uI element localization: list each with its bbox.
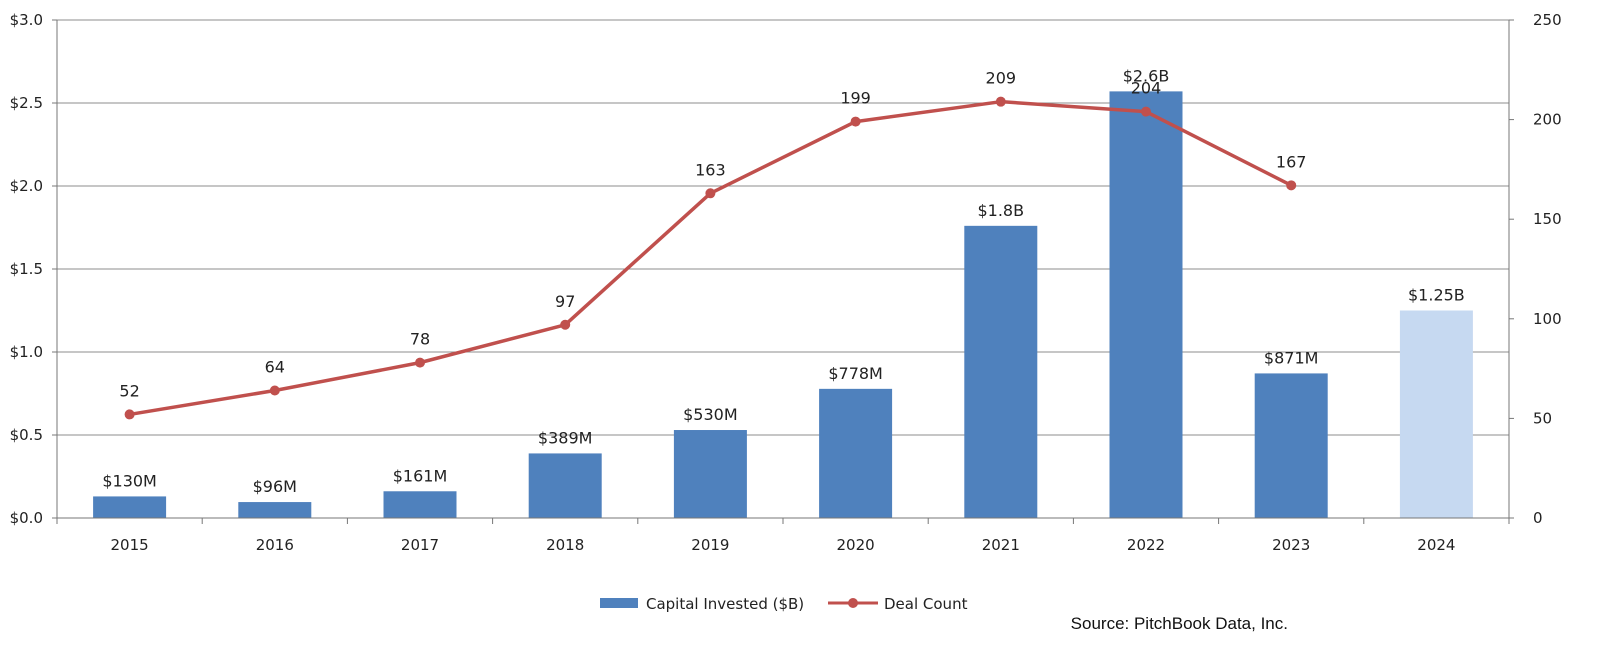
bar-series [93, 91, 1473, 518]
legend-bar-label: Capital Invested ($B) [646, 595, 804, 613]
bar-value-label: $2.6B [1123, 66, 1170, 85]
bar-value-label: $130M [102, 471, 157, 490]
deal-count-label: 163 [695, 160, 726, 179]
line-series [124, 96, 1297, 420]
x-axis-tick: 2021 [982, 536, 1020, 554]
x-axis-tick: 2018 [546, 536, 584, 554]
bar-value-label: $530M [683, 405, 738, 424]
bar [528, 453, 602, 518]
left-axis-tick: $1.0 [10, 343, 43, 361]
deal-count-label: 78 [410, 330, 430, 349]
deal-count-label: 199 [840, 89, 871, 108]
right-axis-tick: 200 [1533, 111, 1562, 129]
left-axis-tick: $0.5 [10, 426, 43, 444]
bar [383, 491, 457, 518]
deal-count-label: 167 [1276, 152, 1307, 171]
bar [673, 430, 747, 518]
deal-count-label: 97 [555, 292, 575, 311]
bar [93, 496, 167, 518]
bar [238, 502, 312, 518]
bar [819, 388, 893, 518]
legend-line-label: Deal Count [884, 595, 968, 613]
bar-value-label: $1.8B [977, 201, 1024, 220]
bar-value-label: $778M [828, 364, 883, 383]
deal-count-point [415, 357, 425, 368]
deal-count-label: 209 [986, 69, 1017, 88]
deal-count-point [995, 96, 1006, 107]
bar-value-label: $96M [253, 477, 297, 496]
bar [1399, 310, 1473, 518]
left-axis-tick: $0.0 [10, 509, 43, 527]
legend-line-marker [848, 598, 858, 608]
right-axis-tick: 0 [1533, 509, 1543, 527]
x-axis-tick: 2023 [1272, 536, 1310, 554]
right-axis-tick: 100 [1533, 310, 1562, 328]
right-axis-tick: 50 [1533, 409, 1552, 427]
deal-count-point [850, 116, 861, 127]
deal-count-point [705, 188, 716, 199]
deal-count-point [269, 385, 280, 396]
deal-count-label: 52 [119, 381, 139, 400]
legend: Capital Invested ($B) Deal Count [600, 595, 968, 613]
x-axis-tick: 2017 [401, 536, 439, 554]
bar-value-label: $161M [393, 466, 448, 485]
right-axis-tick: 150 [1533, 210, 1562, 228]
bar-value-label: $1.25B [1408, 286, 1465, 305]
deal-count-label: 204 [1131, 79, 1162, 98]
x-axis-tick: 2020 [837, 536, 875, 554]
x-axis-tick: 2019 [691, 536, 729, 554]
bar [1254, 373, 1328, 518]
axes: $0.0 $0.5 $1.0 $1.5 $2.0 $2.5 $3.0 0 50 100 150 200… [10, 11, 1562, 554]
source-note: Source: PitchBook Data, Inc. [1070, 614, 1288, 633]
legend-bar-swatch [600, 598, 638, 608]
x-axis-tick: 2024 [1417, 536, 1455, 554]
left-axis-tick: $3.0 [10, 11, 43, 29]
bar [964, 225, 1038, 518]
left-axis-tick: $2.0 [10, 177, 43, 195]
deal-count-point [124, 409, 135, 420]
bar [1109, 91, 1183, 518]
x-axis-tick: 2015 [111, 536, 149, 554]
x-axis-tick: 2022 [1127, 536, 1165, 554]
bar-value-label: $389M [538, 428, 593, 447]
left-axis-tick: $1.5 [10, 260, 43, 278]
deal-count-point [560, 319, 571, 330]
deal-count-point [1141, 106, 1151, 117]
left-axis-tick: $2.5 [10, 94, 43, 112]
deal-count-label: 64 [265, 358, 285, 377]
deal-count-point [1286, 180, 1297, 191]
data-labels: $130M $96M $161M $389M $530M $778M $1.8B $2.6B $… [102, 66, 1464, 496]
x-axis-tick: 2016 [256, 536, 294, 554]
right-axis-tick: 250 [1533, 11, 1562, 29]
bar-value-label: $871M [1264, 348, 1319, 367]
